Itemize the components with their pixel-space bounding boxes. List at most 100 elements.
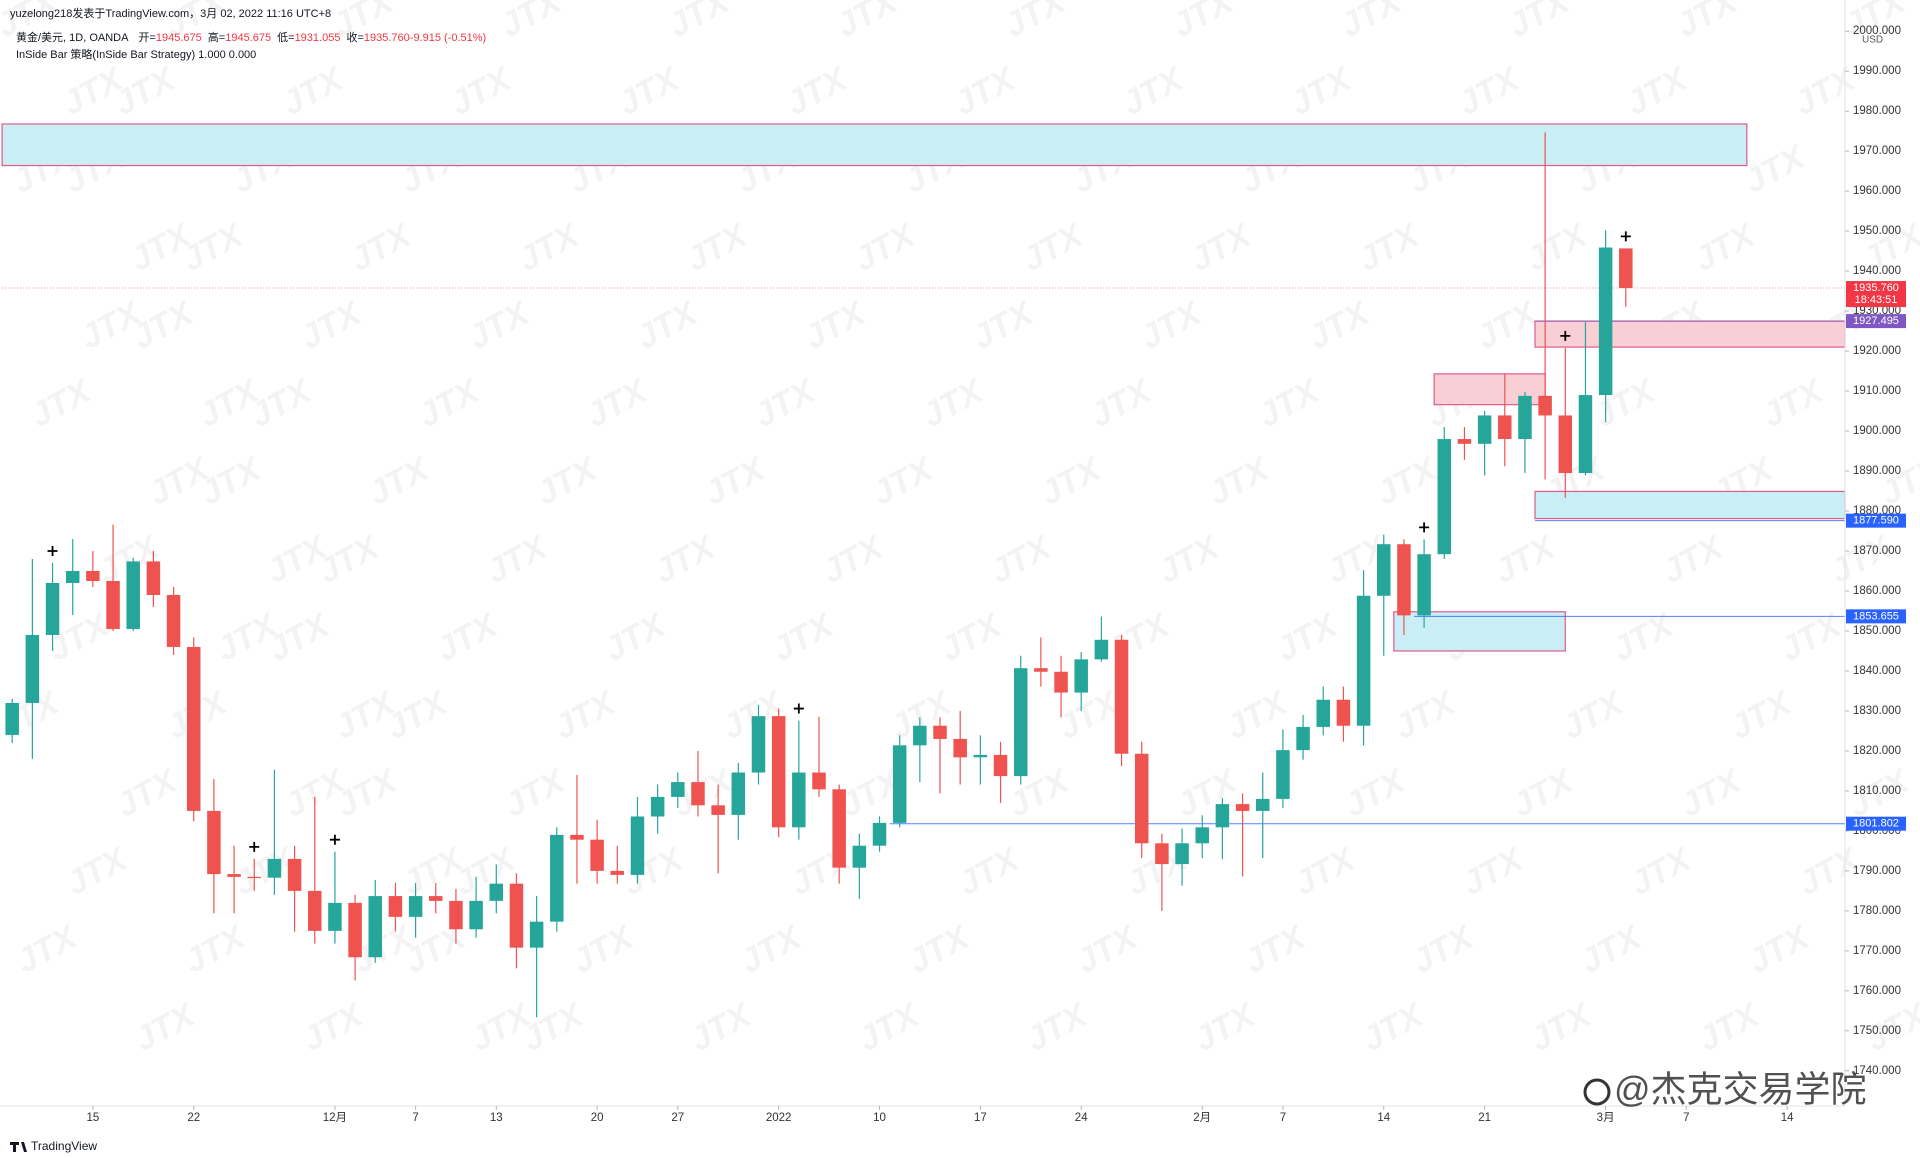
candle-body <box>1377 544 1391 596</box>
ohlc-value: -9.915 (-0.51%) <box>410 32 486 44</box>
x-tick-label: 7 <box>1280 1112 1286 1124</box>
y-tick-label: 1990.000 <box>1853 65 1901 77</box>
y-tick-label: 1870.000 <box>1853 545 1901 557</box>
x-tick-label: 22 <box>187 1112 200 1124</box>
y-tick-label: 1840.000 <box>1853 665 1901 677</box>
x-tick-label: 13 <box>490 1112 503 1124</box>
candle-body <box>1417 554 1431 616</box>
candle-body <box>691 782 705 806</box>
price-label: 1927.495 <box>1853 315 1899 327</box>
candle-body <box>388 896 403 917</box>
candle-body <box>1336 699 1351 726</box>
candle-body <box>1134 753 1149 844</box>
logo <box>10 1142 27 1152</box>
signal-plus <box>793 703 804 714</box>
candle-body <box>973 754 988 758</box>
y-tick-label: 1830.000 <box>1853 705 1901 717</box>
candle-body <box>368 896 383 958</box>
y-tick-label: 1790.000 <box>1853 865 1901 877</box>
x-tick-label: 21 <box>1478 1112 1491 1124</box>
y-tick-label: 1900.000 <box>1853 425 1901 437</box>
candle-body <box>348 902 362 958</box>
candle-body <box>247 876 261 879</box>
price-label: 1853.655 <box>1853 610 1899 622</box>
candle-body <box>146 561 161 595</box>
legend-text: 黄金/美元, 1D, OANDA 开=1945.675 高=1945.675 低=19… <box>16 30 486 44</box>
candle-body <box>711 805 725 815</box>
candle-body <box>1437 439 1452 555</box>
candle-body <box>1175 843 1189 865</box>
candle-body <box>1498 415 1512 440</box>
price-label: 1935.760 <box>1853 282 1899 294</box>
candle-body <box>650 796 665 817</box>
y-tick-label: 2000.000 <box>1853 25 1901 37</box>
y-tick-label: 1740.000 <box>1853 1065 1901 1077</box>
y-tick-label: 1890.000 <box>1853 465 1901 477</box>
candle-body <box>469 900 483 930</box>
footer: TradingView <box>31 1139 97 1153</box>
candle-body <box>287 858 302 891</box>
candle-body <box>509 883 524 948</box>
x-tick-label: 2022 <box>766 1112 792 1124</box>
candle-body <box>1034 668 1048 672</box>
candle-body <box>590 839 604 871</box>
candle-body <box>610 870 625 875</box>
y-tick-label: 1770.000 <box>1853 945 1901 957</box>
countdown: 18:43:51 <box>1855 294 1898 306</box>
x-tick-label: 17 <box>974 1112 987 1124</box>
y-tick-label: 1810.000 <box>1853 785 1901 797</box>
candle-body <box>731 772 746 815</box>
candle-body <box>1235 804 1250 811</box>
candle-body <box>852 845 867 868</box>
candle-body <box>550 834 564 922</box>
candle-body <box>1054 671 1068 693</box>
x-tick-label: 15 <box>86 1112 99 1124</box>
signal-plus <box>1560 330 1571 341</box>
candle-body <box>671 782 685 797</box>
ohlc-value: 1945.675 <box>156 32 202 44</box>
candle-body <box>792 772 806 828</box>
zone-box <box>1393 611 1566 652</box>
candle-body <box>429 896 443 901</box>
candle-body <box>86 570 100 581</box>
candle-body <box>1094 639 1109 660</box>
y-tick-label: 1850.000 <box>1853 625 1901 637</box>
ohlc-value: 1945.675 <box>225 32 271 44</box>
watermark-icon <box>1583 1078 1611 1106</box>
y-tick-label: 1920.000 <box>1853 345 1901 357</box>
price-label: 1801.802 <box>1853 818 1899 830</box>
price-label-bg <box>1846 513 1906 528</box>
legend: 黄金/美元, 1D, OANDA 开=1945.675 高=1945.675 低=19… <box>16 30 486 44</box>
y-tick-label: 1860.000 <box>1853 585 1901 597</box>
candle-body <box>1578 395 1593 474</box>
candle-body <box>308 890 322 931</box>
price-label: 1877.590 <box>1853 515 1899 527</box>
candle-body <box>25 634 40 703</box>
candle-body <box>489 883 504 901</box>
x-tick-label: 10 <box>873 1112 886 1124</box>
price-label-bg <box>1846 281 1906 308</box>
candle-body <box>207 810 221 875</box>
price-label-bg <box>1846 816 1906 831</box>
candle-body <box>1518 395 1532 440</box>
candle-body <box>892 745 907 823</box>
candle-body <box>1195 827 1209 844</box>
candle-body <box>933 725 947 739</box>
y-tick-label: 1910.000 <box>1853 385 1901 397</box>
candle-body <box>771 716 786 828</box>
y-tick-label: 1950.000 <box>1853 225 1901 237</box>
candle-body <box>328 902 342 931</box>
candle-body <box>449 900 463 930</box>
x-tick-label: 7 <box>412 1112 418 1124</box>
symbol: 黄金/美元, 1D, OANDA <box>16 30 129 44</box>
candle-body <box>913 725 927 746</box>
x-tick-label: 12月 <box>323 1112 347 1124</box>
y-tick-label: 1760.000 <box>1853 985 1901 997</box>
signal-plus <box>47 545 58 556</box>
x-tick-label: 7 <box>1683 1112 1689 1124</box>
ohlc-value: 1935.760 <box>364 32 410 44</box>
candle-body <box>227 874 241 877</box>
candle-body <box>570 834 584 840</box>
candle-body <box>1356 595 1371 726</box>
